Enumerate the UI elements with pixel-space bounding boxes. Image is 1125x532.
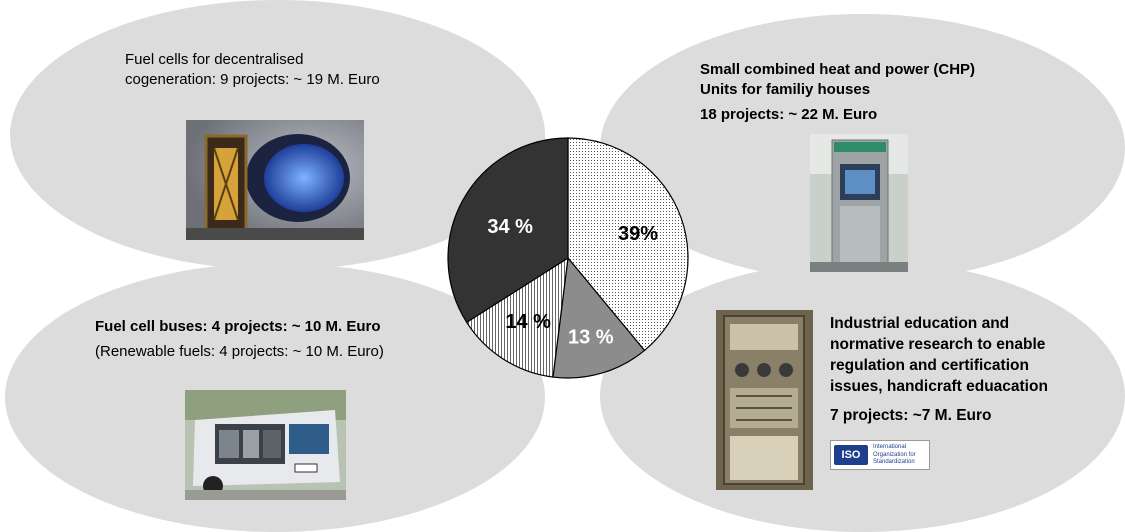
industrial-education-line-1: Industrial education and	[830, 315, 1010, 332]
pie-slice-1	[567, 137, 689, 352]
industrial-education-projects: 7 projects: ~7 M. Euro	[830, 407, 992, 424]
industrial-education-line-3: regulation and certification	[830, 357, 1029, 374]
iso-badge: ISO	[834, 445, 868, 465]
fuel-cells-cogeneration-text: Fuel cells for decentralised	[125, 51, 304, 68]
pie-slice-label-4: 34 %	[487, 216, 533, 238]
pie-slice-2	[552, 256, 646, 379]
iso-organization-name: International Organization for Standardi…	[873, 444, 916, 465]
pie-slice-4	[447, 137, 569, 324]
funding-pie-chart: 39% 13 % 14 % 34 %	[447, 137, 689, 379]
iso-logo: ISO International Organization for Stand…	[830, 440, 930, 470]
chp-units-subtitle: Units for familiy houses	[700, 81, 871, 98]
pie-slice-label-1: 39%	[618, 223, 658, 245]
fuel-cell-stack-photo	[186, 120, 364, 240]
pie-slice-label-2: 13 %	[568, 326, 614, 348]
fuel-cell-buses-text: Fuel cell buses: 4 projects: ~ 10 M. Eur…	[95, 318, 381, 335]
industrial-education-line-4: issues, handicraft eduacation	[830, 378, 1048, 395]
chp-unit-photo	[810, 134, 908, 272]
fuel-cells-cogeneration-projects: cogeneration: 9 projects: ~ 19 M. Euro	[125, 71, 380, 88]
renewable-fuels-text: (Renewable fuels: 4 projects: ~ 10 M. Eu…	[95, 343, 384, 360]
chp-units-projects: 18 projects: ~ 22 M. Euro	[700, 106, 878, 123]
callout-ellipse-bottom-right	[600, 260, 1125, 532]
pie-slice-3	[465, 256, 569, 378]
industrial-education-line-2: normative research to enable	[830, 336, 1046, 353]
fuel-cell-bus-photo	[185, 390, 346, 500]
test-equipment-photo	[716, 310, 813, 490]
chp-units-title: Small combined heat and power (CHP)	[700, 61, 976, 78]
pie-slice-label-3: 14 %	[505, 311, 551, 333]
